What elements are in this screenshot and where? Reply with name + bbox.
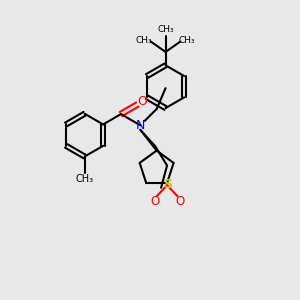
- Text: O: O: [150, 195, 159, 208]
- Text: CH₃: CH₃: [136, 36, 152, 45]
- Text: CH₃: CH₃: [178, 36, 195, 45]
- Text: CH₃: CH₃: [76, 174, 94, 184]
- Text: CH₃: CH₃: [157, 25, 174, 34]
- Text: N: N: [136, 119, 145, 132]
- Text: O: O: [175, 195, 184, 208]
- Text: S: S: [163, 178, 172, 191]
- Text: O: O: [138, 95, 148, 108]
